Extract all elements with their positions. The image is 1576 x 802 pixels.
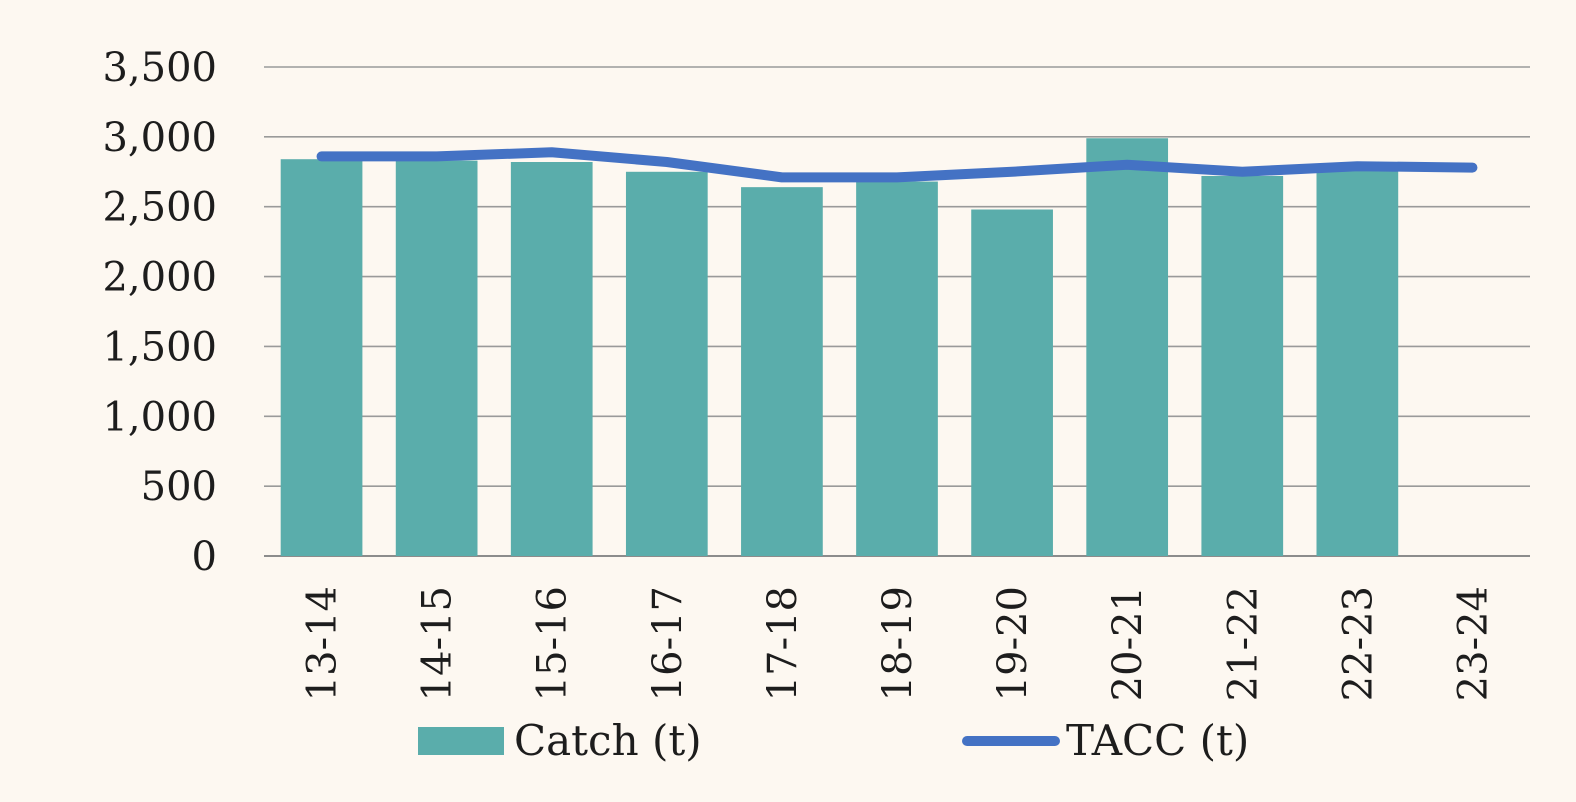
- x-tick-label: 18-19: [875, 586, 921, 701]
- bar-catch: [510, 162, 593, 556]
- bar-catch: [741, 187, 823, 556]
- legend-label-catch: Catch (t): [514, 716, 702, 765]
- x-tick-label: 15-16: [530, 586, 576, 701]
- y-tick-label: 3,500: [102, 45, 217, 91]
- line-tacc: [316, 147, 1478, 183]
- y-tick-label: 3,000: [102, 115, 217, 161]
- y-tick-label: 2,000: [102, 255, 217, 301]
- x-tick-label: 19-20: [990, 586, 1036, 701]
- x-tick-label: 22-23: [1335, 586, 1381, 701]
- y-tick-label: 1,500: [102, 324, 217, 370]
- bar-catch: [1201, 175, 1284, 556]
- bar-catch: [856, 181, 938, 556]
- x-axis-ticks: 13-14 14-15 15-16 16-17 17-18 18-19 19-20 20-21…: [300, 586, 1497, 701]
- y-axis-ticks: 0 500 1,000 1,500 2,000 2,500 3,000 3,500: [102, 45, 217, 580]
- bars-catch: [280, 138, 1399, 557]
- bar-catch: [280, 159, 363, 556]
- x-tick-label: 21-22: [1220, 586, 1266, 701]
- x-tick-label: 20-21: [1105, 586, 1151, 701]
- y-tick-label: 2,500: [102, 185, 217, 231]
- legend-label-tacc: TACC (t): [1066, 716, 1249, 765]
- x-tick-label: 23-24: [1450, 586, 1496, 701]
- bar-catch: [971, 209, 1053, 556]
- bar-catch: [1086, 138, 1169, 557]
- bar-catch: [1316, 168, 1399, 556]
- y-tick-label: 1,000: [102, 394, 217, 440]
- bar-catch: [395, 160, 478, 556]
- y-tick-label: 0: [192, 534, 217, 580]
- x-tick-label: 13-14: [300, 586, 346, 701]
- y-tick-label: 500: [141, 464, 217, 510]
- legend-swatch-catch: [418, 727, 504, 755]
- x-tick-label: 14-15: [415, 586, 461, 701]
- x-tick-label: 17-18: [760, 586, 806, 701]
- x-tick-label: 16-17: [645, 586, 691, 701]
- bar-catch: [625, 171, 708, 557]
- line-tacc-path: [316, 147, 1478, 183]
- legend: Catch (t) TACC (t): [418, 716, 1249, 765]
